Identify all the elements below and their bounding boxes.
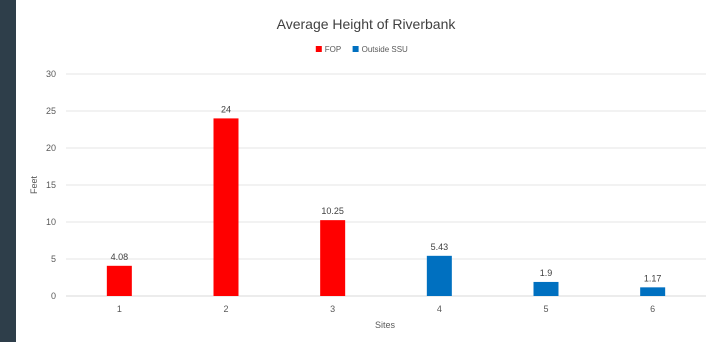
bar-outside-ssu	[533, 281, 559, 296]
data-label: 5.43	[431, 242, 449, 252]
data-label: 24	[221, 104, 231, 114]
bar-fop	[320, 220, 346, 296]
x-tick-label: 5	[543, 304, 548, 314]
chart-title: Average Height of Riverbank	[277, 16, 457, 32]
x-tick-label: 4	[437, 304, 442, 314]
bar-outside-ssu	[426, 255, 452, 296]
bar-fop	[106, 265, 132, 296]
y-tick-label: 5	[51, 254, 56, 264]
x-axis-ticks: 1 2 3 4 5 6	[117, 304, 655, 314]
y-tick-label: 0	[51, 291, 56, 301]
legend-swatch-outside-ssu	[352, 46, 359, 52]
data-label: 1.9	[540, 268, 553, 278]
x-tick-label: 1	[117, 304, 122, 314]
data-label: 4.08	[111, 252, 129, 262]
y-tick-label: 10	[46, 217, 56, 227]
data-labels: 4.08 24 10.25 5.43 1.9 1.17	[111, 104, 662, 283]
bars	[106, 118, 666, 297]
chart-frame: Average Height of Riverbank FOP Outside S…	[16, 0, 713, 342]
bar-fop	[213, 118, 239, 297]
legend-label: FOP	[325, 45, 341, 54]
data-label: 10.25	[321, 206, 344, 216]
x-tick-label: 2	[223, 304, 228, 314]
y-axis-ticks: 0 5 10 15 20 25 30	[46, 69, 56, 301]
y-tick-label: 20	[46, 143, 56, 153]
x-tick-label: 3	[330, 304, 335, 314]
x-tick-label: 6	[650, 304, 655, 314]
legend: FOP Outside SSU	[315, 45, 408, 54]
y-tick-label: 25	[46, 106, 56, 116]
legend-swatch-fop	[315, 46, 322, 52]
gridlines	[66, 73, 706, 260]
y-axis-title: Feet	[29, 175, 39, 194]
x-axis-title: Sites	[375, 320, 396, 330]
y-tick-label: 30	[46, 69, 56, 79]
bar-chart: Average Height of Riverbank FOP Outside S…	[29, 16, 706, 330]
data-label: 1.17	[644, 273, 662, 283]
bar-outside-ssu	[640, 287, 666, 296]
y-tick-label: 15	[46, 180, 56, 190]
legend-label: Outside SSU	[362, 45, 408, 54]
